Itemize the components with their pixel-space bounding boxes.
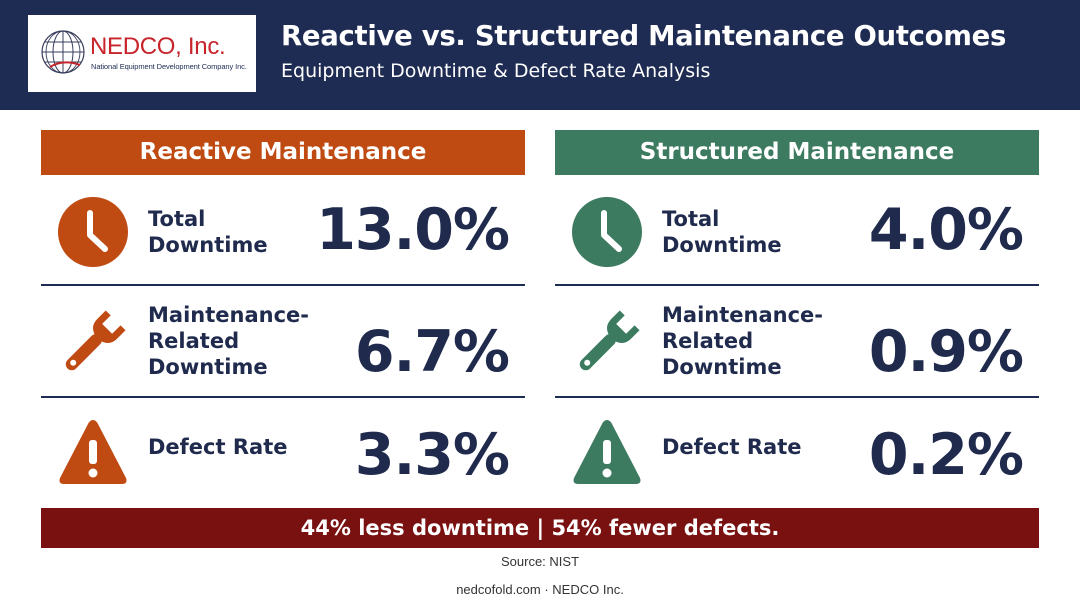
metric-value: 13.0%	[316, 197, 510, 263]
clock-icon	[572, 197, 642, 267]
warning-icon	[573, 420, 641, 484]
metric-value: 3.3%	[354, 422, 510, 488]
metric-label: Defect Rate	[662, 435, 802, 459]
header-bar: NEDCO, Inc. National Equipment Developme…	[0, 0, 1080, 110]
footer-credit: nedcofold.com · NEDCO Inc.	[456, 582, 624, 597]
metric-value: 0.9%	[868, 319, 1024, 385]
metric-value: 4.0%	[868, 197, 1024, 263]
logo-tagline: National Equipment Development Company I…	[91, 62, 247, 71]
reactive-total-downtime-row: Total Downtime 13.0%	[41, 175, 525, 286]
structured-defect-rate-row: Defect Rate 0.2%	[555, 398, 1039, 503]
divider	[555, 396, 1039, 398]
reactive-defect-rate-row: Defect Rate 3.3%	[41, 398, 525, 503]
structured-heading: Structured Maintenance	[555, 130, 1039, 175]
reactive-maintenance-downtime-row: Maintenance- Related Downtime 6.7%	[41, 286, 525, 398]
reactive-maintenance-panel: Reactive Maintenance Total Downtime 13.0…	[41, 130, 525, 503]
clock-icon	[58, 197, 128, 267]
company-logo: NEDCO, Inc. National Equipment Developme…	[28, 15, 256, 92]
divider	[41, 396, 525, 398]
structured-maintenance-downtime-row: Maintenance- Related Downtime 0.9%	[555, 286, 1039, 398]
logo-name: NEDCO, Inc.	[90, 33, 226, 60]
divider	[555, 284, 1039, 286]
globe-icon	[41, 30, 85, 74]
page-subtitle: Equipment Downtime & Defect Rate Analysi…	[281, 60, 711, 82]
page-title: Reactive vs. Structured Maintenance Outc…	[281, 20, 1007, 52]
structured-total-downtime-row: Total Downtime 4.0%	[555, 175, 1039, 286]
reactive-heading: Reactive Maintenance	[41, 130, 525, 175]
source-note: Source: NIST	[500, 554, 580, 569]
structured-maintenance-panel: Structured Maintenance Total Downtime 4.…	[555, 130, 1039, 503]
wrench-icon	[65, 310, 126, 371]
metric-value: 0.2%	[868, 422, 1024, 488]
metric-label: Maintenance- Related Downtime	[662, 303, 823, 379]
warning-icon	[59, 420, 127, 484]
summary-banner: 44% less downtime | 54% fewer defects.	[41, 508, 1039, 548]
metric-label: Maintenance- Related Downtime	[148, 303, 309, 379]
metric-label: Total Downtime	[148, 207, 268, 257]
metric-label: Defect Rate	[148, 435, 288, 459]
metric-label: Total Downtime	[662, 207, 782, 257]
divider	[41, 284, 525, 286]
wrench-icon	[579, 310, 640, 371]
metric-value: 6.7%	[354, 319, 510, 385]
